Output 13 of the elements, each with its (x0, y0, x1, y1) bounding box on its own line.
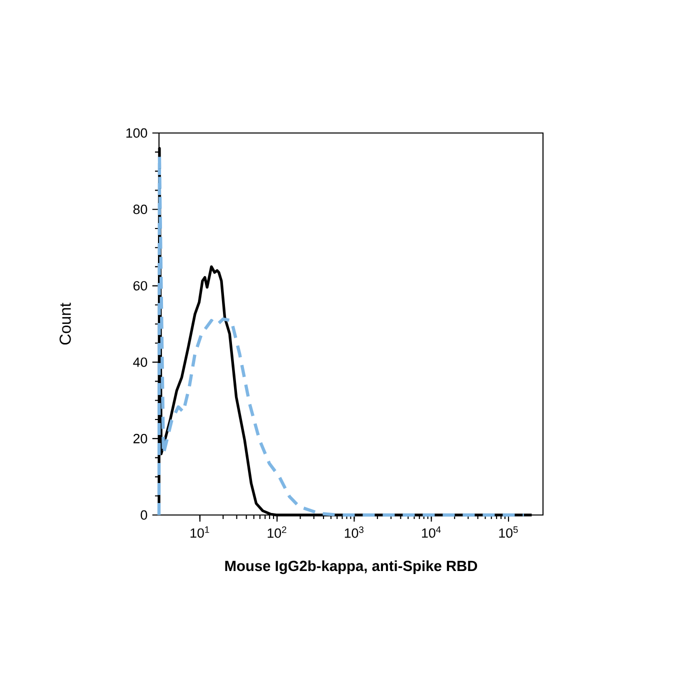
y-tick-label: 60 (133, 281, 148, 291)
y-axis-title: Count (60, 302, 71, 345)
y-tick-label: 80 (133, 204, 148, 214)
x-axis-title: Mouse IgG2b-kappa, anti-Spike RBD (225, 560, 478, 574)
y-tick-label: 100 (126, 128, 148, 138)
y-tick-label: 20 (133, 434, 148, 444)
x-tick-label: 10$^{1}$ (190, 526, 210, 538)
x-tick-label: 10$^{4}$ (422, 526, 441, 538)
x-tick-label: 10$^{5}$ (499, 526, 518, 538)
y-tick-label: 40 (133, 357, 148, 367)
x-tick-label: 10$^{2}$ (268, 526, 286, 538)
y-tick-label: 0 (140, 510, 148, 520)
x-tick-label: 10$^{3}$ (344, 526, 364, 538)
